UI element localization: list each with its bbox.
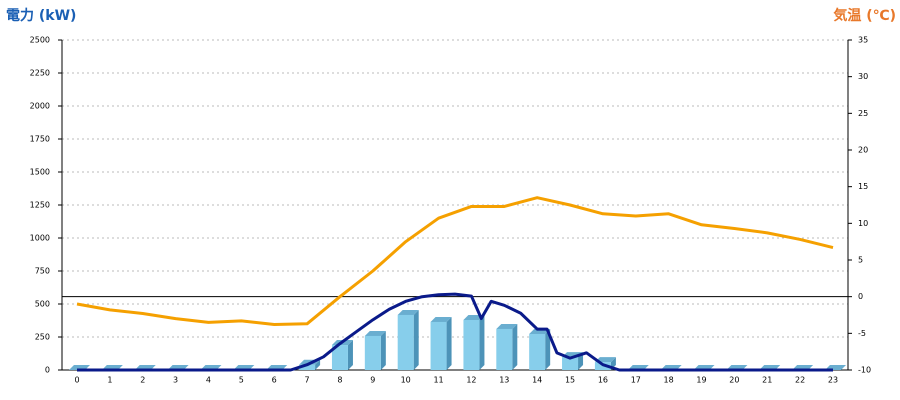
- x-tick-label: 9: [370, 376, 375, 385]
- x-tick-label: 15: [565, 376, 575, 385]
- bar-face: [364, 330, 386, 336]
- x-tick-label: 1: [107, 376, 112, 385]
- bar-face: [347, 340, 353, 370]
- x-tick-label: 22: [795, 376, 805, 385]
- y2-tick-label: 20: [858, 146, 868, 155]
- bar-face: [529, 333, 546, 370]
- y-tick-label: 250: [35, 333, 50, 342]
- x-tick-label: 17: [631, 376, 641, 385]
- y2-tick-label: 35: [858, 36, 868, 45]
- x-tick-label: 4: [206, 376, 211, 385]
- y2-tick-label: 5: [858, 256, 863, 265]
- y-tick-label: 500: [35, 300, 50, 309]
- x-tick-label: 13: [499, 376, 509, 385]
- bar: [397, 309, 419, 370]
- bar: [430, 316, 452, 370]
- bar: [331, 340, 353, 370]
- bar-face: [479, 314, 485, 370]
- bar: [364, 330, 386, 370]
- line: [76, 196, 834, 327]
- bar-face: [380, 330, 386, 370]
- bar-face: [562, 357, 579, 370]
- bar-face: [446, 316, 452, 370]
- y2-tick-label: -5: [858, 329, 866, 338]
- x-tick-label: 5: [239, 376, 244, 385]
- bar: [529, 328, 551, 370]
- x-tick-label: 11: [433, 376, 443, 385]
- bar-face: [331, 345, 348, 370]
- bar: [463, 314, 485, 370]
- bar-face: [299, 364, 316, 370]
- x-tick-label: 8: [337, 376, 342, 385]
- line: [77, 292, 833, 372]
- x-tick-label: 6: [272, 376, 277, 385]
- x-tick-label: 19: [696, 376, 706, 385]
- y2-tick-label: 25: [858, 109, 868, 118]
- bar-face: [430, 316, 452, 322]
- bar-face: [496, 328, 513, 370]
- x-tick-label: 18: [664, 376, 674, 385]
- bar-face: [397, 309, 419, 315]
- x-tick-label: 0: [74, 376, 79, 385]
- bar-face: [463, 319, 480, 370]
- y-axis-title: 電力 (kW): [6, 7, 76, 24]
- y2-tick-label: 15: [858, 182, 868, 191]
- x-tick-label: 3: [173, 376, 178, 385]
- y-tick-label: 2000: [30, 102, 50, 111]
- x-tick-label: 23: [828, 376, 838, 385]
- y-tick-label: 1750: [30, 135, 50, 144]
- y-tick-label: 1500: [30, 168, 50, 177]
- y-tick-label: 2500: [30, 36, 50, 45]
- bar-face: [397, 314, 414, 370]
- bar-face: [430, 321, 447, 370]
- y2-tick-label: 10: [858, 219, 868, 228]
- y-tick-label: 0: [45, 366, 50, 375]
- x-tick-label: 12: [466, 376, 476, 385]
- y2-tick-label: 0: [858, 292, 863, 301]
- bar: [496, 323, 518, 370]
- bar-face: [512, 323, 518, 370]
- bar-face: [364, 335, 381, 370]
- x-tick-label: 21: [762, 376, 772, 385]
- bar-face: [496, 323, 518, 329]
- x-tick-label: 2: [140, 376, 145, 385]
- bar-face: [413, 309, 419, 370]
- bar-face: [315, 359, 321, 370]
- bar-face: [545, 328, 551, 370]
- y-tick-label: 750: [35, 267, 50, 276]
- y-tick-label: 2250: [30, 69, 50, 78]
- x-tick-label: 7: [305, 376, 310, 385]
- y2-tick-label: -10: [858, 366, 871, 375]
- bar-face: [594, 357, 616, 363]
- y-tick-label: 1000: [30, 234, 50, 243]
- y-tick-label: 1250: [30, 201, 50, 210]
- x-tick-label: 10: [401, 376, 411, 385]
- x-tick-label: 14: [532, 376, 542, 385]
- x-tick-label: 16: [598, 376, 608, 385]
- y2-axis-title: 気温 (℃): [833, 7, 896, 24]
- y2-tick-label: 30: [858, 72, 868, 81]
- x-tick-label: 20: [729, 376, 739, 385]
